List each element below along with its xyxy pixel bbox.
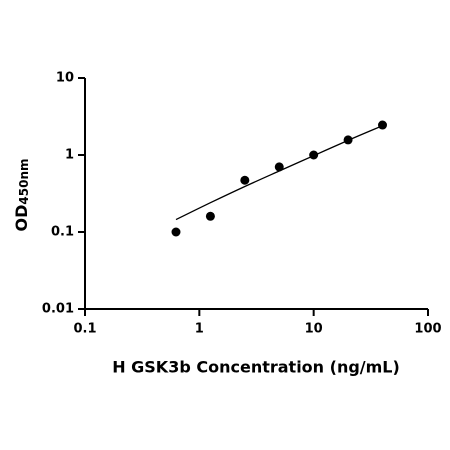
y-tick-label: 0.01: [42, 302, 74, 317]
x-tick-label: 100: [414, 322, 441, 337]
y-tick-label: 0.1: [51, 225, 74, 240]
y-label-sub: 450nm: [17, 159, 31, 205]
data-point: [171, 227, 181, 237]
x-tick-label: 10: [305, 322, 323, 337]
x-tick-label: 0.1: [73, 322, 96, 337]
data-point: [205, 211, 215, 221]
data-point: [274, 162, 284, 172]
y-tick-label: 1: [65, 148, 74, 163]
y-axis-label: OD450nm: [12, 159, 31, 232]
data-point: [240, 175, 250, 185]
fit-curve: [175, 125, 383, 221]
y-tick-label: 10: [56, 71, 74, 86]
x-axis-label: H GSK3b Concentration (ng/mL): [112, 358, 400, 377]
x-tick-label: 1: [195, 322, 204, 337]
data-point: [378, 120, 388, 130]
y-label-main: OD: [12, 205, 31, 232]
